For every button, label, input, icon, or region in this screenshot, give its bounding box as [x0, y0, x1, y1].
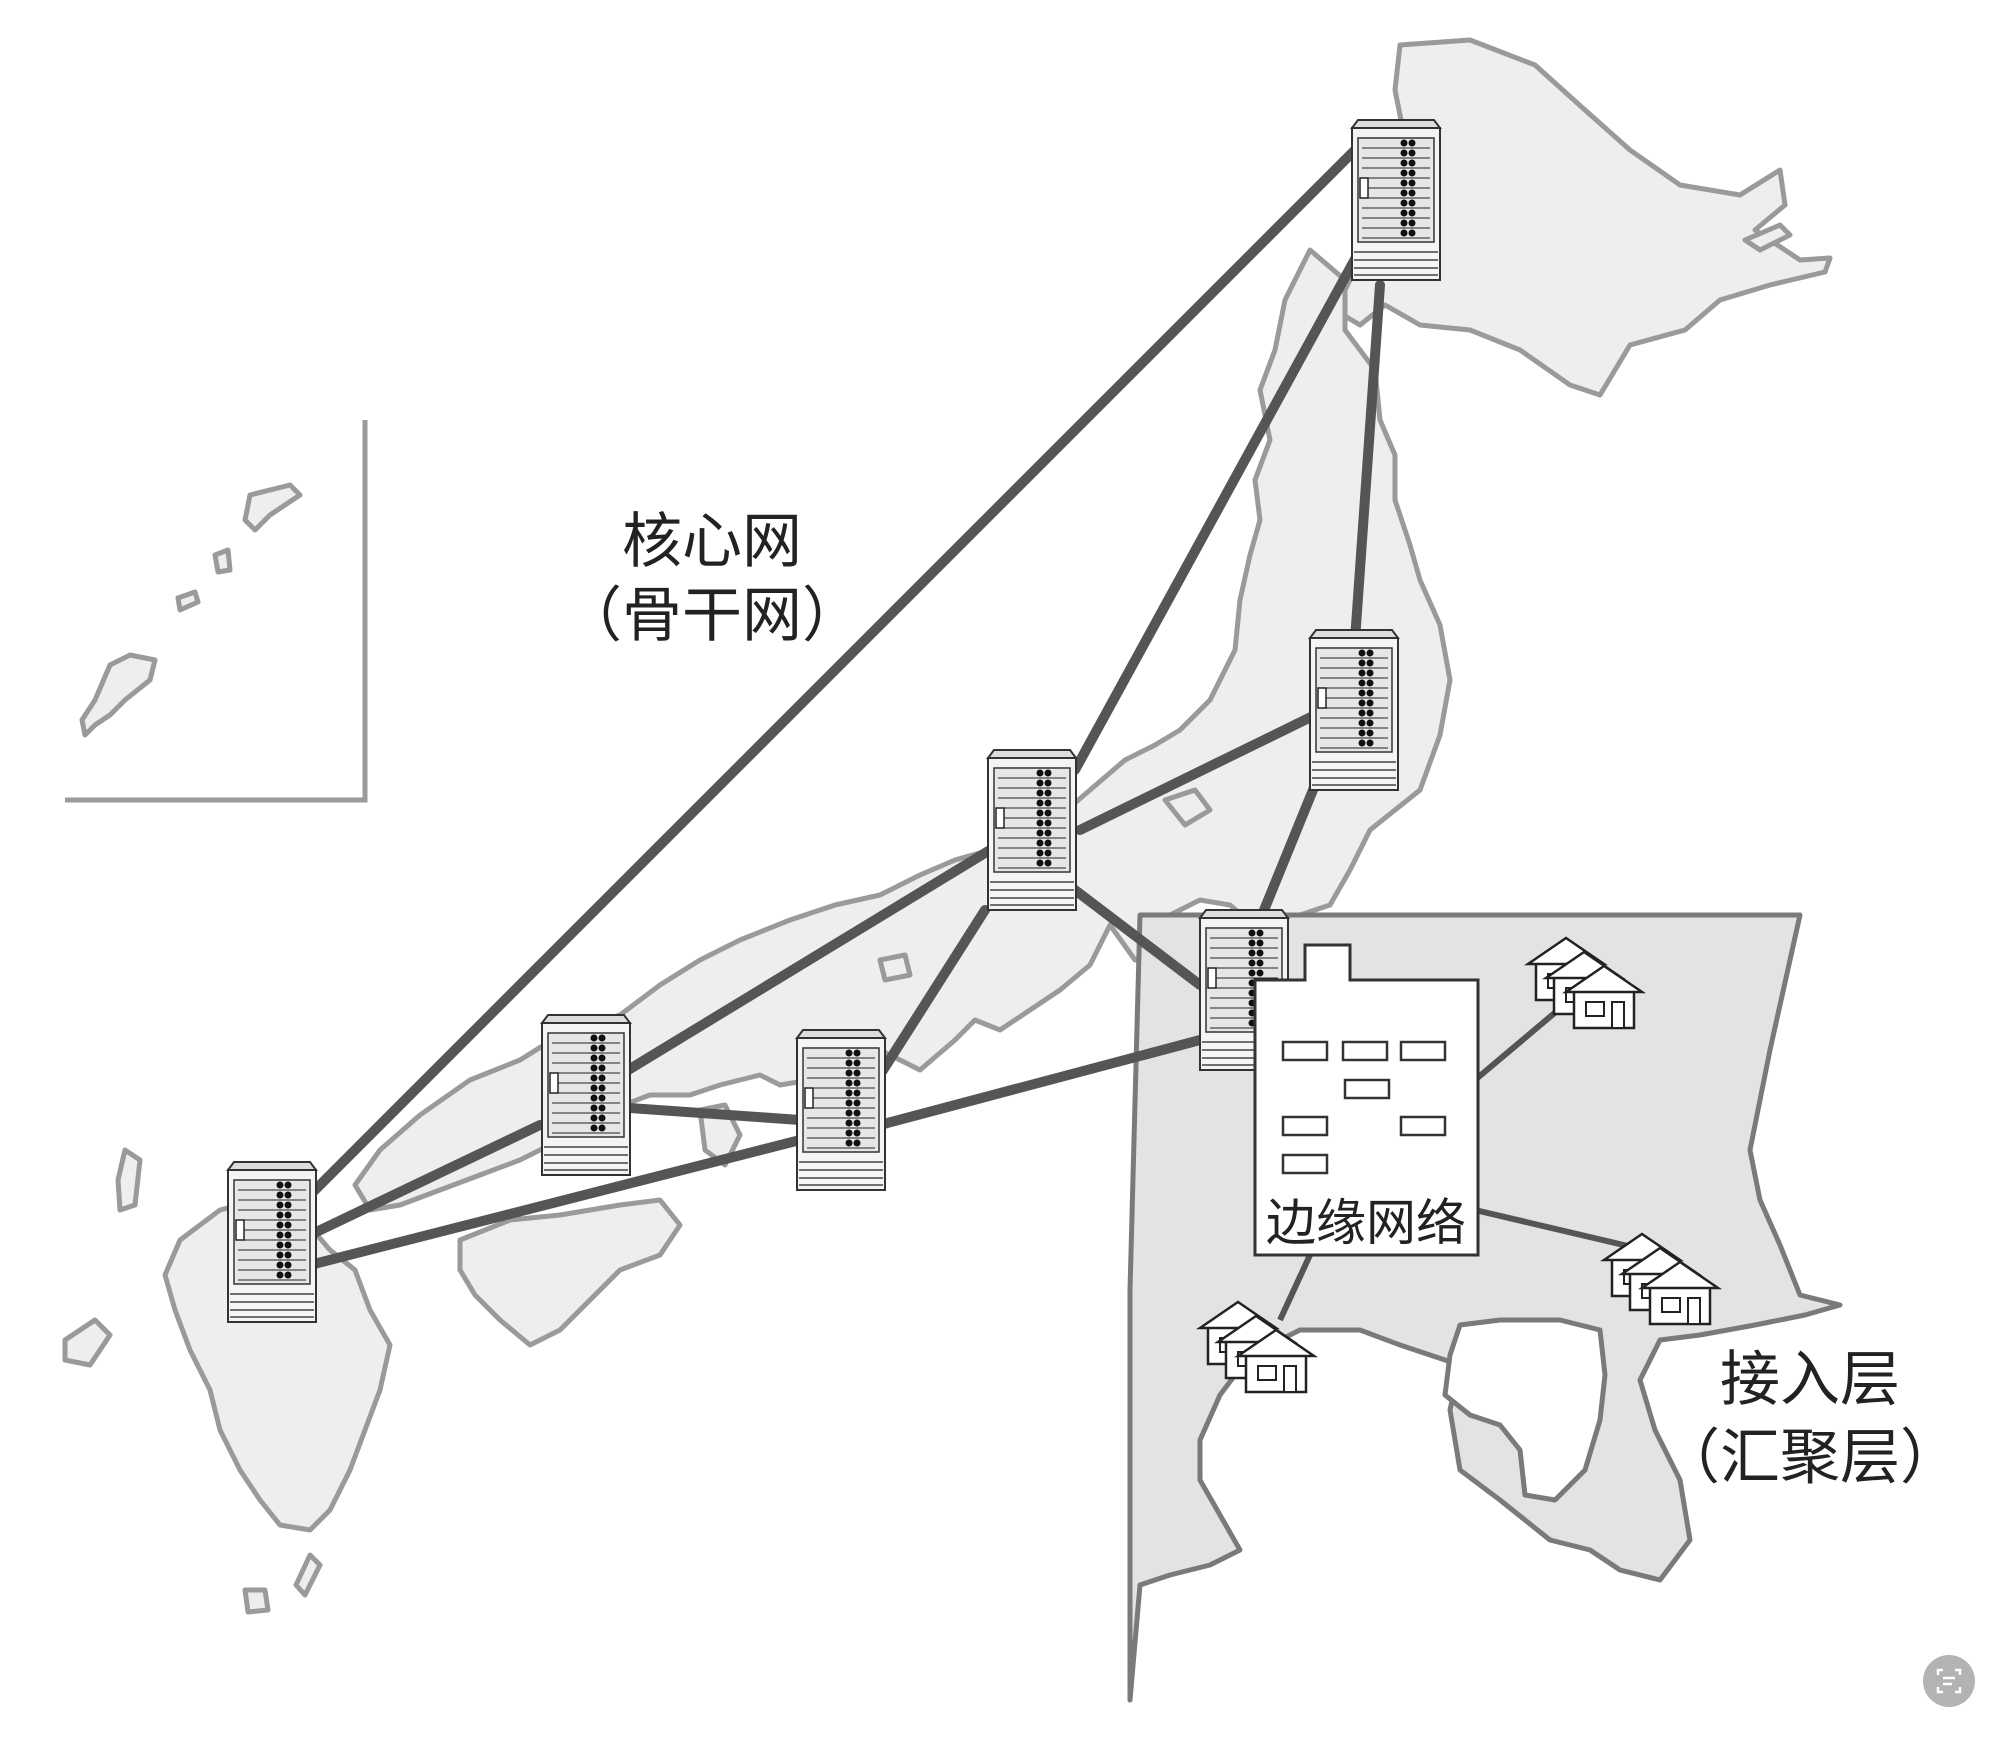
server-node-kansai[interactable] — [796, 1029, 886, 1191]
link-tohoku-central — [1075, 710, 1320, 835]
access-layer-label: 接入层 — [1720, 1345, 1900, 1415]
server-node-chugoku[interactable] — [541, 1014, 631, 1176]
sado-island — [1162, 787, 1213, 828]
server-node-hokkaido[interactable] — [1351, 119, 1441, 281]
server-node-tohoku[interactable] — [1309, 629, 1399, 791]
link-hokkaido-central — [1070, 245, 1365, 775]
yakushima-island — [242, 1587, 271, 1615]
link-kansai-tokyo — [875, 1035, 1205, 1130]
backbone-network-label: （骨干网） — [562, 581, 862, 651]
goto-island — [62, 1317, 113, 1368]
tsushima-island — [115, 1147, 143, 1213]
link-kyushu-chugoku — [305, 1120, 545, 1240]
link-central-chugoku — [615, 845, 995, 1080]
edge-network-building[interactable] — [1253, 943, 1480, 1257]
link-central-kansai — [875, 905, 990, 1080]
link-edge-house-se — [1474, 1207, 1646, 1253]
link-kyushu-hokkaido — [275, 145, 1360, 1230]
link-tohoku-tokyo — [1255, 780, 1320, 925]
link-chugoku-kansai — [625, 1103, 805, 1125]
okinawa-island-1 — [242, 482, 303, 533]
link-hokkaido-tohoku — [1350, 280, 1385, 645]
kuril-island — [1742, 222, 1793, 253]
okinawa-island-3 — [175, 589, 201, 613]
backbone-links — [275, 145, 1385, 1270]
link-central-tokyo — [1070, 885, 1205, 990]
okinawa-island-2 — [212, 547, 233, 575]
japan-map — [62, 37, 1833, 1615]
server-node-central[interactable] — [987, 749, 1077, 911]
server-node-kyushu[interactable] — [227, 1161, 317, 1323]
oki-island — [877, 952, 913, 983]
tanegashima-island — [293, 1552, 323, 1598]
link-kyushu-kansai — [305, 1135, 805, 1270]
text-recognition-icon[interactable] — [1923, 1655, 1975, 1707]
tokyo-bay — [1442, 1317, 1608, 1503]
aggregation-layer-label: （汇聚层） — [1660, 1423, 1960, 1493]
shikoku-island — [457, 1197, 683, 1348]
core-network-label: 核心网 — [622, 507, 802, 577]
okinawa-island-4 — [79, 652, 158, 738]
link-edge-house-sw — [1277, 1253, 1313, 1322]
okinawa-inset — [65, 420, 368, 803]
edge-network-label: 边缘网络 — [1266, 1194, 1466, 1252]
